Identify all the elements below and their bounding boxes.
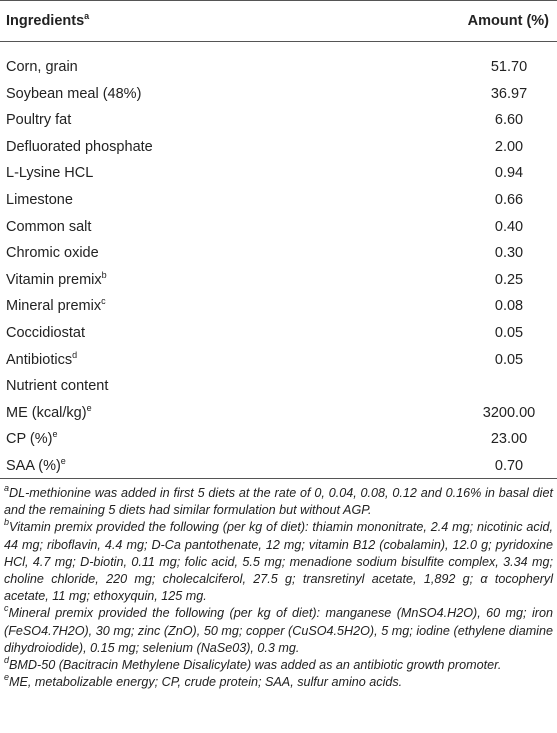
- footnote-mark: b: [4, 517, 10, 528]
- header-text: Ingredients: [6, 13, 85, 29]
- table-row: Limestone 0.66: [0, 186, 557, 214]
- table-row: Coccidiostat 0.05: [0, 319, 557, 347]
- footnote-text: ME, metabolizable energy; CP, crude prot…: [9, 675, 403, 690]
- ingredient-cell: Poultry fat: [6, 112, 71, 128]
- ingredient-name: L-Lysine HCL: [6, 165, 94, 182]
- footnote: cMineral premix provided the following (…: [4, 603, 553, 657]
- ingredient-name: Chromic oxide: [6, 245, 99, 262]
- ingredient-cell: Soybean meal (48%): [6, 86, 141, 102]
- ingredient-cell: ME (kcal/kg)e: [6, 402, 92, 421]
- table-row: Soybean meal (48%) 36.97: [0, 80, 557, 108]
- amount-cell: 0.40: [494, 218, 524, 235]
- table-row: SAA (%)e 0.70: [0, 452, 557, 480]
- footnote-mark: b: [101, 269, 107, 280]
- table-row: Mineral premixc 0.08: [0, 292, 557, 320]
- footnote-text: BMD-50 (Bacitracin Methylene Disalicylat…: [9, 658, 502, 673]
- footnote-mark: c: [101, 296, 106, 307]
- amount-cell: 51.70: [490, 59, 528, 75]
- ingredient-name: Nutrient content: [6, 378, 109, 395]
- footnote-mark: a: [84, 11, 90, 21]
- table-row: CP (%)e 23.00: [0, 425, 557, 453]
- table-row: Defluorated phosphate 2.00: [0, 133, 557, 161]
- footnote-mark: e: [52, 429, 58, 440]
- ingredient-name: Soybean meal (48%): [6, 85, 142, 102]
- ingredient-name: Poultry fat: [6, 112, 72, 129]
- ingredient-cell: Vitamin premixb: [6, 269, 107, 288]
- amount-cell: 0.05: [494, 325, 524, 341]
- footnote-mark: d: [72, 349, 78, 360]
- amount-cell: 0.25: [494, 271, 524, 288]
- table-row: L-Lysine HCL 0.94: [0, 159, 557, 187]
- ingredient-cell: Nutrient content: [6, 378, 108, 394]
- table-row: Nutrient content: [0, 372, 557, 400]
- amount-cell: 3200.00: [482, 404, 536, 421]
- amount-cell: 0.66: [494, 192, 524, 208]
- ingredient-cell: CP (%)e: [6, 429, 58, 448]
- footnote-mark: e: [86, 402, 92, 413]
- table-row: Chromic oxide 0.30: [0, 239, 557, 267]
- amount-cell: 2.00: [494, 138, 524, 155]
- table-row: Vitamin premixb 0.25: [0, 266, 557, 294]
- amount-cell: 6.60: [494, 112, 524, 129]
- ingredient-name: Defluorated phosphate: [6, 138, 153, 155]
- ingredient-name: SAA (%): [6, 458, 61, 474]
- amount-cell: 0.08: [494, 298, 524, 315]
- ingredient-cell: Common salt: [6, 219, 91, 235]
- footnote: bVitamin premix provided the following (…: [4, 517, 553, 605]
- ingredient-cell: Chromic oxide: [6, 245, 99, 261]
- footnote-text: DL-methionine was added in first 5 diets…: [4, 486, 553, 518]
- ingredient-name: ME (kcal/kg): [6, 404, 87, 421]
- ingredient-name: Common salt: [6, 218, 92, 235]
- amount-cell: 23.00: [490, 431, 528, 448]
- ingredient-cell: Mineral premixc: [6, 296, 106, 315]
- footnote-mark: c: [4, 603, 9, 614]
- ingredient-name: Vitamin premix: [6, 271, 102, 288]
- footnote-mark: a: [4, 483, 10, 493]
- ingredient-name: Corn, grain: [6, 59, 78, 75]
- amount-cell: 0.94: [494, 165, 524, 182]
- amount-cell: 36.97: [490, 85, 528, 102]
- ingredient-name: Coccidiostat: [6, 325, 85, 341]
- ingredient-cell: SAA (%)e: [6, 456, 66, 475]
- ingredient-cell: Limestone: [6, 192, 73, 208]
- footnote: aDL-methionine was added in first 5 diet…: [4, 483, 553, 519]
- table-header: Ingredientsa Amount (%): [0, 0, 557, 42]
- table-rule: [0, 478, 557, 479]
- footnote: dBMD-50 (Bacitracin Methylene Disalicyla…: [4, 655, 553, 674]
- table-row: ME (kcal/kg)e 3200.00: [0, 399, 557, 427]
- header-cell: Ingredientsa: [6, 11, 90, 30]
- ingredient-name: Limestone: [6, 192, 73, 208]
- table-row: Corn, grain 51.70: [0, 53, 557, 81]
- footnotes: aDL-methionine was added in first 5 diet…: [4, 483, 553, 691]
- amount-cell: 0.30: [494, 245, 524, 262]
- ingredient-name: Mineral premix: [6, 298, 102, 315]
- table-row: Common salt 0.40: [0, 213, 557, 241]
- footnote-mark: e: [60, 456, 66, 466]
- amount-cell: 0.05: [494, 351, 524, 368]
- header-cell: Amount (%): [467, 13, 549, 29]
- ingredient-cell: L-Lysine HCL: [6, 165, 93, 181]
- ingredient-cell: Corn, grain: [6, 59, 78, 75]
- ingredient-name: CP (%): [6, 431, 53, 448]
- ingredient-cell: Coccidiostat: [6, 325, 85, 341]
- ingredient-name: Antibiotics: [6, 351, 73, 368]
- footnote-mark: e: [4, 672, 10, 683]
- ingredient-cell: Antibioticsd: [6, 349, 78, 368]
- ingredient-cell: Defluorated phosphate: [6, 139, 153, 155]
- footnote-text: Mineral premix provided the following (p…: [4, 606, 553, 655]
- footnote-mark: d: [4, 655, 10, 666]
- footnote: eME, metabolizable energy; CP, crude pro…: [4, 672, 553, 691]
- amount-cell: 0.70: [494, 458, 524, 474]
- table-row: Poultry fat 6.60: [0, 106, 557, 134]
- footnote-text: Vitamin premix provided the following (p…: [4, 520, 553, 604]
- table-row: Antibioticsd 0.05: [0, 346, 557, 374]
